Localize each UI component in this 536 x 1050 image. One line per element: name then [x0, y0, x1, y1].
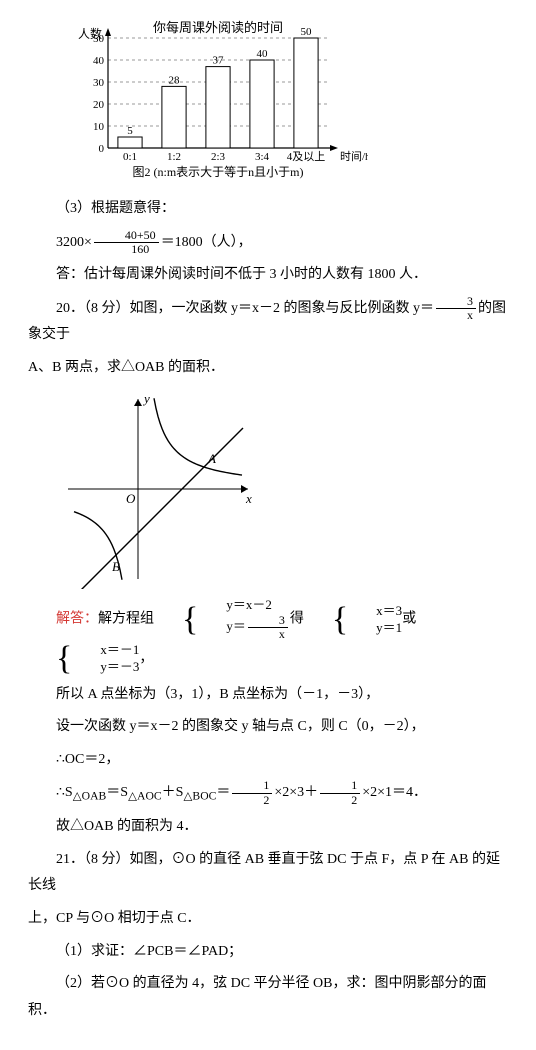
- svg-text:3:4: 3:4: [255, 151, 270, 163]
- q21-part1: （1）求证：∠PCB＝∠PAD；: [28, 939, 508, 966]
- s5a: ∴S: [56, 785, 73, 800]
- q21-part2: （2）若⊙O 的直径为 4，弦 DC 平分半径 OB，求：图中阴影部分的面积．: [28, 971, 508, 1024]
- svg-text:40: 40: [93, 55, 105, 67]
- frac-40-50-160: 40+50160: [94, 229, 159, 256]
- system-1: {y＝x－2y＝3x: [154, 597, 290, 641]
- sol1d: ，: [139, 651, 153, 666]
- q20-stem-a: 20．（8 分）如图，一次函数 y＝x－2 的图象与反比例函数 y＝3x的图象交…: [28, 295, 508, 349]
- svg-text:时间/h: 时间/h: [340, 150, 368, 163]
- q20-text-a: 20．（8 分）如图，一次函数 y＝x－2 的图象与反比例函数 y＝: [56, 301, 434, 316]
- s5c: ＋S: [162, 785, 184, 800]
- svg-text:20: 20: [93, 99, 105, 111]
- svg-text:B: B: [112, 559, 120, 574]
- q3-answer: 答：估计每周课外阅读时间不低于 3 小时的人数有 1800 人．: [28, 262, 508, 289]
- q21-stem-b: 上，CP 与⊙O 相切于点 C．: [28, 906, 508, 933]
- svg-text:10: 10: [93, 121, 105, 133]
- system-3: {x＝－1y＝－3: [28, 642, 139, 676]
- q20-graph: y x O A B: [58, 389, 258, 589]
- s5e: ×2×3＋: [274, 785, 318, 800]
- s5b: ＝S: [106, 785, 128, 800]
- sol1c: 或: [402, 612, 416, 627]
- q20-sol-line4: ∴OC＝2，: [28, 747, 508, 774]
- calc-suffix: ＝1800（人），: [161, 235, 252, 250]
- q20-sol-line3: 设一次函数 y＝x－2 的图象交 y 轴与点 C，则 C（0，－2），: [28, 714, 508, 741]
- calc-prefix: 3200×: [56, 235, 92, 250]
- q20-stem-b: A、B 两点，求△OAB 的面积．: [28, 355, 508, 382]
- svg-text:y: y: [142, 391, 150, 406]
- svg-text:x: x: [245, 491, 252, 506]
- svg-text:28: 28: [169, 74, 181, 86]
- frac-half-1: 12: [232, 779, 272, 806]
- q21-stem-a: 21．（8 分）如图，⊙O 的直径 AB 垂直于弦 DC 于点 F，点 P 在 …: [28, 847, 508, 900]
- system-2: {x＝3y＝1: [304, 603, 402, 637]
- q3-calc: 3200×40+50160＝1800（人），: [28, 229, 508, 257]
- sub-aoc: △AOC: [128, 790, 162, 803]
- svg-text:2:3: 2:3: [211, 151, 226, 163]
- svg-text:1:2: 1:2: [167, 151, 181, 163]
- bar-chart-container: 你每周课外阅读的时间人数1020304050050:1281:2372:3403…: [68, 20, 508, 190]
- s5d: ＝: [216, 785, 230, 800]
- sub-oab: △OAB: [73, 790, 107, 803]
- q20-sol-line1: 解答：解方程组{y＝x－2y＝3x得{x＝3y＝1或 {x＝－1y＝－3，: [28, 597, 508, 675]
- q3-line1: （3）根据题意得：: [28, 196, 508, 223]
- svg-text:5: 5: [127, 125, 133, 137]
- svg-text:30: 30: [93, 77, 105, 89]
- svg-text:50: 50: [301, 26, 313, 38]
- bar-chart: 你每周课外阅读的时间人数1020304050050:1281:2372:3403…: [68, 20, 368, 190]
- svg-text:A: A: [207, 451, 216, 466]
- q20-sol-line5: ∴S△OAB＝S△AOC＋S△BOC＝12×2×3＋12×2×1＝4．: [28, 779, 508, 808]
- svg-text:你每周课外阅读的时间: 你每周课外阅读的时间: [153, 20, 283, 35]
- svg-text:0:1: 0:1: [123, 151, 137, 163]
- frac-half-2: 12: [320, 779, 360, 806]
- solution-label: 解答：: [56, 612, 98, 627]
- svg-text:4及以上: 4及以上: [287, 150, 326, 163]
- sub-boc: △BOC: [183, 790, 216, 803]
- sol1b: 得: [290, 612, 304, 627]
- frac-3-x: 3x: [436, 295, 476, 322]
- svg-text:图2 (n:m表示大于等于n且小于m): 图2 (n:m表示大于等于n且小于m): [133, 165, 304, 179]
- svg-text:50: 50: [93, 33, 105, 45]
- q20-sol-line2: 所以 A 点坐标为（3，1），B 点坐标为（－1，－3），: [28, 682, 508, 709]
- s5f: ×2×1＝4．: [362, 785, 427, 800]
- q20-sol-line6: 故△OAB 的面积为 4．: [28, 814, 508, 841]
- svg-text:O: O: [126, 491, 136, 506]
- q20-graph-container: y x O A B: [58, 389, 508, 589]
- sol1a: 解方程组: [98, 612, 154, 627]
- svg-text:37: 37: [213, 55, 225, 67]
- svg-text:40: 40: [257, 48, 269, 60]
- svg-text:0: 0: [99, 143, 105, 155]
